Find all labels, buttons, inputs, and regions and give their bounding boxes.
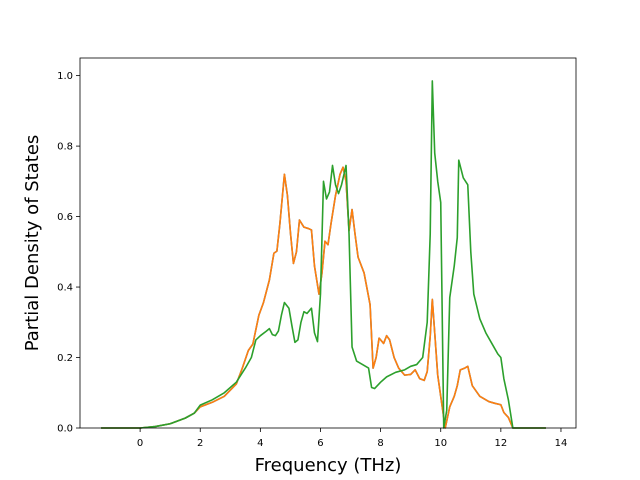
y-tick-label: 0.0 [57,424,73,435]
x-axis: 0 2 4 6 8 10 12 14 [137,428,567,449]
x-tick-label: 8 [377,438,383,449]
y-tick-label: 0.2 [57,353,73,364]
y-axis: 0.0 0.2 0.4 0.6 0.8 1.0 [57,71,80,435]
x-tick-label: 4 [257,438,263,449]
y-tick-label: 1.0 [57,71,73,82]
x-axis-label: Frequency (THz) [255,455,402,476]
x-tick-label: 0 [137,438,143,449]
y-tick-label: 0.8 [57,142,73,153]
x-tick-label: 14 [555,438,568,449]
x-tick-label: 6 [317,438,323,449]
y-axis-label: Partial Density of States [22,135,43,352]
series-line-2 [101,166,546,429]
x-tick-label: 12 [494,438,507,449]
y-tick-label: 0.6 [57,212,73,223]
plot-area [101,80,546,429]
series-line-3 [101,80,546,429]
x-tick-label: 10 [434,438,447,449]
axes-frame [79,57,577,429]
y-tick-label: 0.4 [57,283,73,294]
x-tick-label: 2 [197,438,203,449]
